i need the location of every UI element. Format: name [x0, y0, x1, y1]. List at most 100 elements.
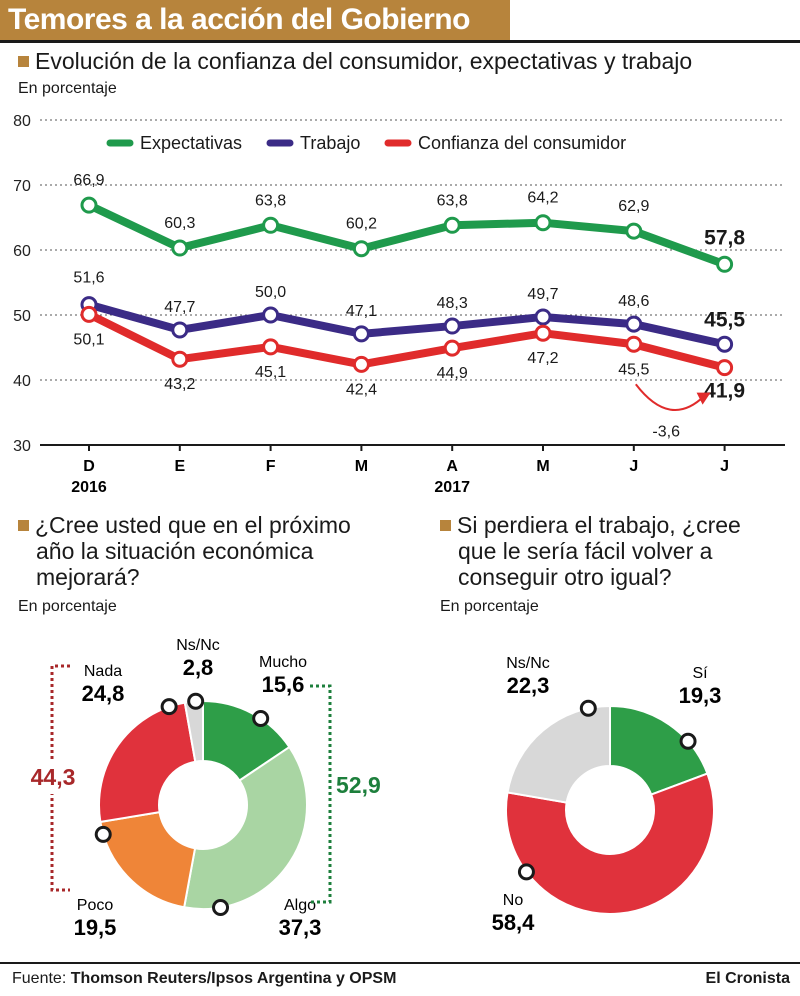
x-tick-label: F — [266, 458, 276, 475]
y-tick-label: 40 — [13, 373, 31, 390]
change-arrow — [635, 383, 706, 411]
x-tick-label: D — [83, 458, 95, 475]
page-title: Temores a la acción del Gobierno — [8, 3, 470, 36]
line-chart: 30 40 50 60 70 80 D E F M A M J J 2016 2017 Expectativas… — [13, 113, 785, 496]
data-label: 45,5 — [704, 308, 745, 331]
q1-line-1: ¿Cree usted que en el próximo — [35, 512, 351, 538]
chart-subtitle: Evolución de la confianza del consumidor… — [18, 48, 692, 75]
donut-slice — [182, 745, 308, 910]
footer-prefix: Fuente: — [12, 970, 67, 987]
data-label: 63,8 — [437, 192, 468, 209]
donut-slice — [98, 701, 197, 824]
bullet-icon — [18, 520, 29, 531]
change-arrow-head — [696, 392, 711, 405]
data-label: 50,1 — [73, 331, 104, 348]
data-label: 45,1 — [255, 364, 286, 381]
data-point — [443, 216, 461, 234]
brand-name: El Cronista — [705, 970, 790, 987]
slice-marker — [212, 899, 230, 917]
positive-bracket — [310, 684, 332, 904]
data-point — [625, 222, 643, 240]
negative-total: 44,3 — [31, 764, 76, 790]
q1-unit-label: En porcentaje — [18, 598, 117, 615]
donut-slice — [506, 704, 611, 804]
slice-name: Mucho — [259, 654, 307, 671]
data-label: 49,7 — [527, 286, 558, 303]
question-1: ¿Cree usted que en el próximo año la sit… — [18, 512, 351, 590]
data-label: 44,9 — [437, 365, 468, 382]
slice-marker — [94, 825, 112, 843]
footer-source-name: Thomson Reuters/Ipsos Argentina y OPSM — [70, 970, 397, 987]
q2-line-3: conseguir otro igual? — [458, 564, 672, 590]
slice-marker — [579, 699, 597, 717]
data-label: 42,4 — [346, 381, 377, 398]
slice-value: 24,8 — [82, 681, 125, 706]
series-line — [85, 300, 729, 349]
x-year-label: 2017 — [434, 479, 470, 496]
data-label: 48,6 — [618, 293, 649, 310]
x-tick-label: A — [446, 458, 458, 475]
legend-label: Expectativas — [140, 133, 242, 153]
data-label: 47,2 — [527, 350, 558, 367]
data-point — [443, 339, 461, 357]
donut-slice — [99, 811, 197, 909]
title-rule — [0, 40, 800, 43]
series-line — [85, 201, 729, 269]
data-label: 47,7 — [164, 299, 195, 316]
data-label: 51,6 — [73, 270, 104, 287]
slice-marker — [252, 709, 270, 727]
subtitle-text: Evolución de la confianza del consumidor… — [35, 48, 693, 74]
series-line — [85, 310, 729, 372]
data-label: 60,3 — [164, 215, 195, 232]
data-point — [443, 317, 461, 335]
negative-bracket — [50, 664, 70, 892]
slice-name: Algo — [284, 897, 316, 914]
legend-label: Confianza del consumidor — [418, 133, 626, 153]
q2-unit-label: En porcentaje — [440, 598, 539, 615]
data-point — [80, 305, 98, 323]
data-label: 62,9 — [618, 198, 649, 215]
bullet-icon — [18, 56, 29, 67]
question-2: Si perdiera el trabajo, ¿cree que le ser… — [440, 512, 741, 590]
data-point — [262, 338, 280, 356]
y-tick-label: 60 — [13, 243, 31, 260]
data-label: 43,2 — [164, 376, 195, 393]
slice-value: 37,3 — [279, 915, 322, 940]
data-point — [534, 324, 552, 342]
q2-line-2: que le sería fácil volver a — [458, 538, 713, 564]
data-label: 64,2 — [527, 190, 558, 207]
data-point — [171, 350, 189, 368]
y-tick-label: 50 — [13, 308, 31, 325]
data-label: 66,9 — [73, 172, 104, 189]
data-point — [171, 239, 189, 257]
data-label: 48,3 — [437, 295, 468, 312]
slice-value: 15,6 — [262, 672, 305, 697]
data-point — [80, 196, 98, 214]
slice-marker — [679, 732, 697, 750]
data-label: 41,9 — [704, 380, 745, 403]
footer-source: Fuente: Thomson Reuters/Ipsos Argentina … — [12, 970, 396, 988]
change-annotation: -3,6 — [652, 423, 680, 440]
negative-total-bg — [28, 760, 78, 794]
q1-line-3: mejorará? — [36, 564, 140, 590]
slice-name: No — [503, 892, 524, 909]
data-point — [171, 321, 189, 339]
slice-name: Nada — [84, 663, 122, 680]
data-point — [716, 255, 734, 273]
data-point — [352, 355, 370, 373]
x-tick-label: E — [174, 458, 185, 475]
y-tick-label: 30 — [13, 438, 31, 455]
slice-value: 2,8 — [183, 655, 214, 680]
data-point — [534, 308, 552, 326]
footer-rule — [0, 962, 800, 964]
title-bar: Temores a la acción del Gobierno — [0, 0, 510, 40]
slice-marker — [160, 698, 178, 716]
slice-name: Sí — [692, 665, 708, 682]
data-point — [352, 240, 370, 258]
x-tick-label: M — [355, 458, 368, 475]
y-tick-label: 70 — [13, 178, 31, 195]
x-year-label: 2016 — [71, 479, 107, 496]
slice-name: Ns/Nc — [506, 655, 550, 672]
